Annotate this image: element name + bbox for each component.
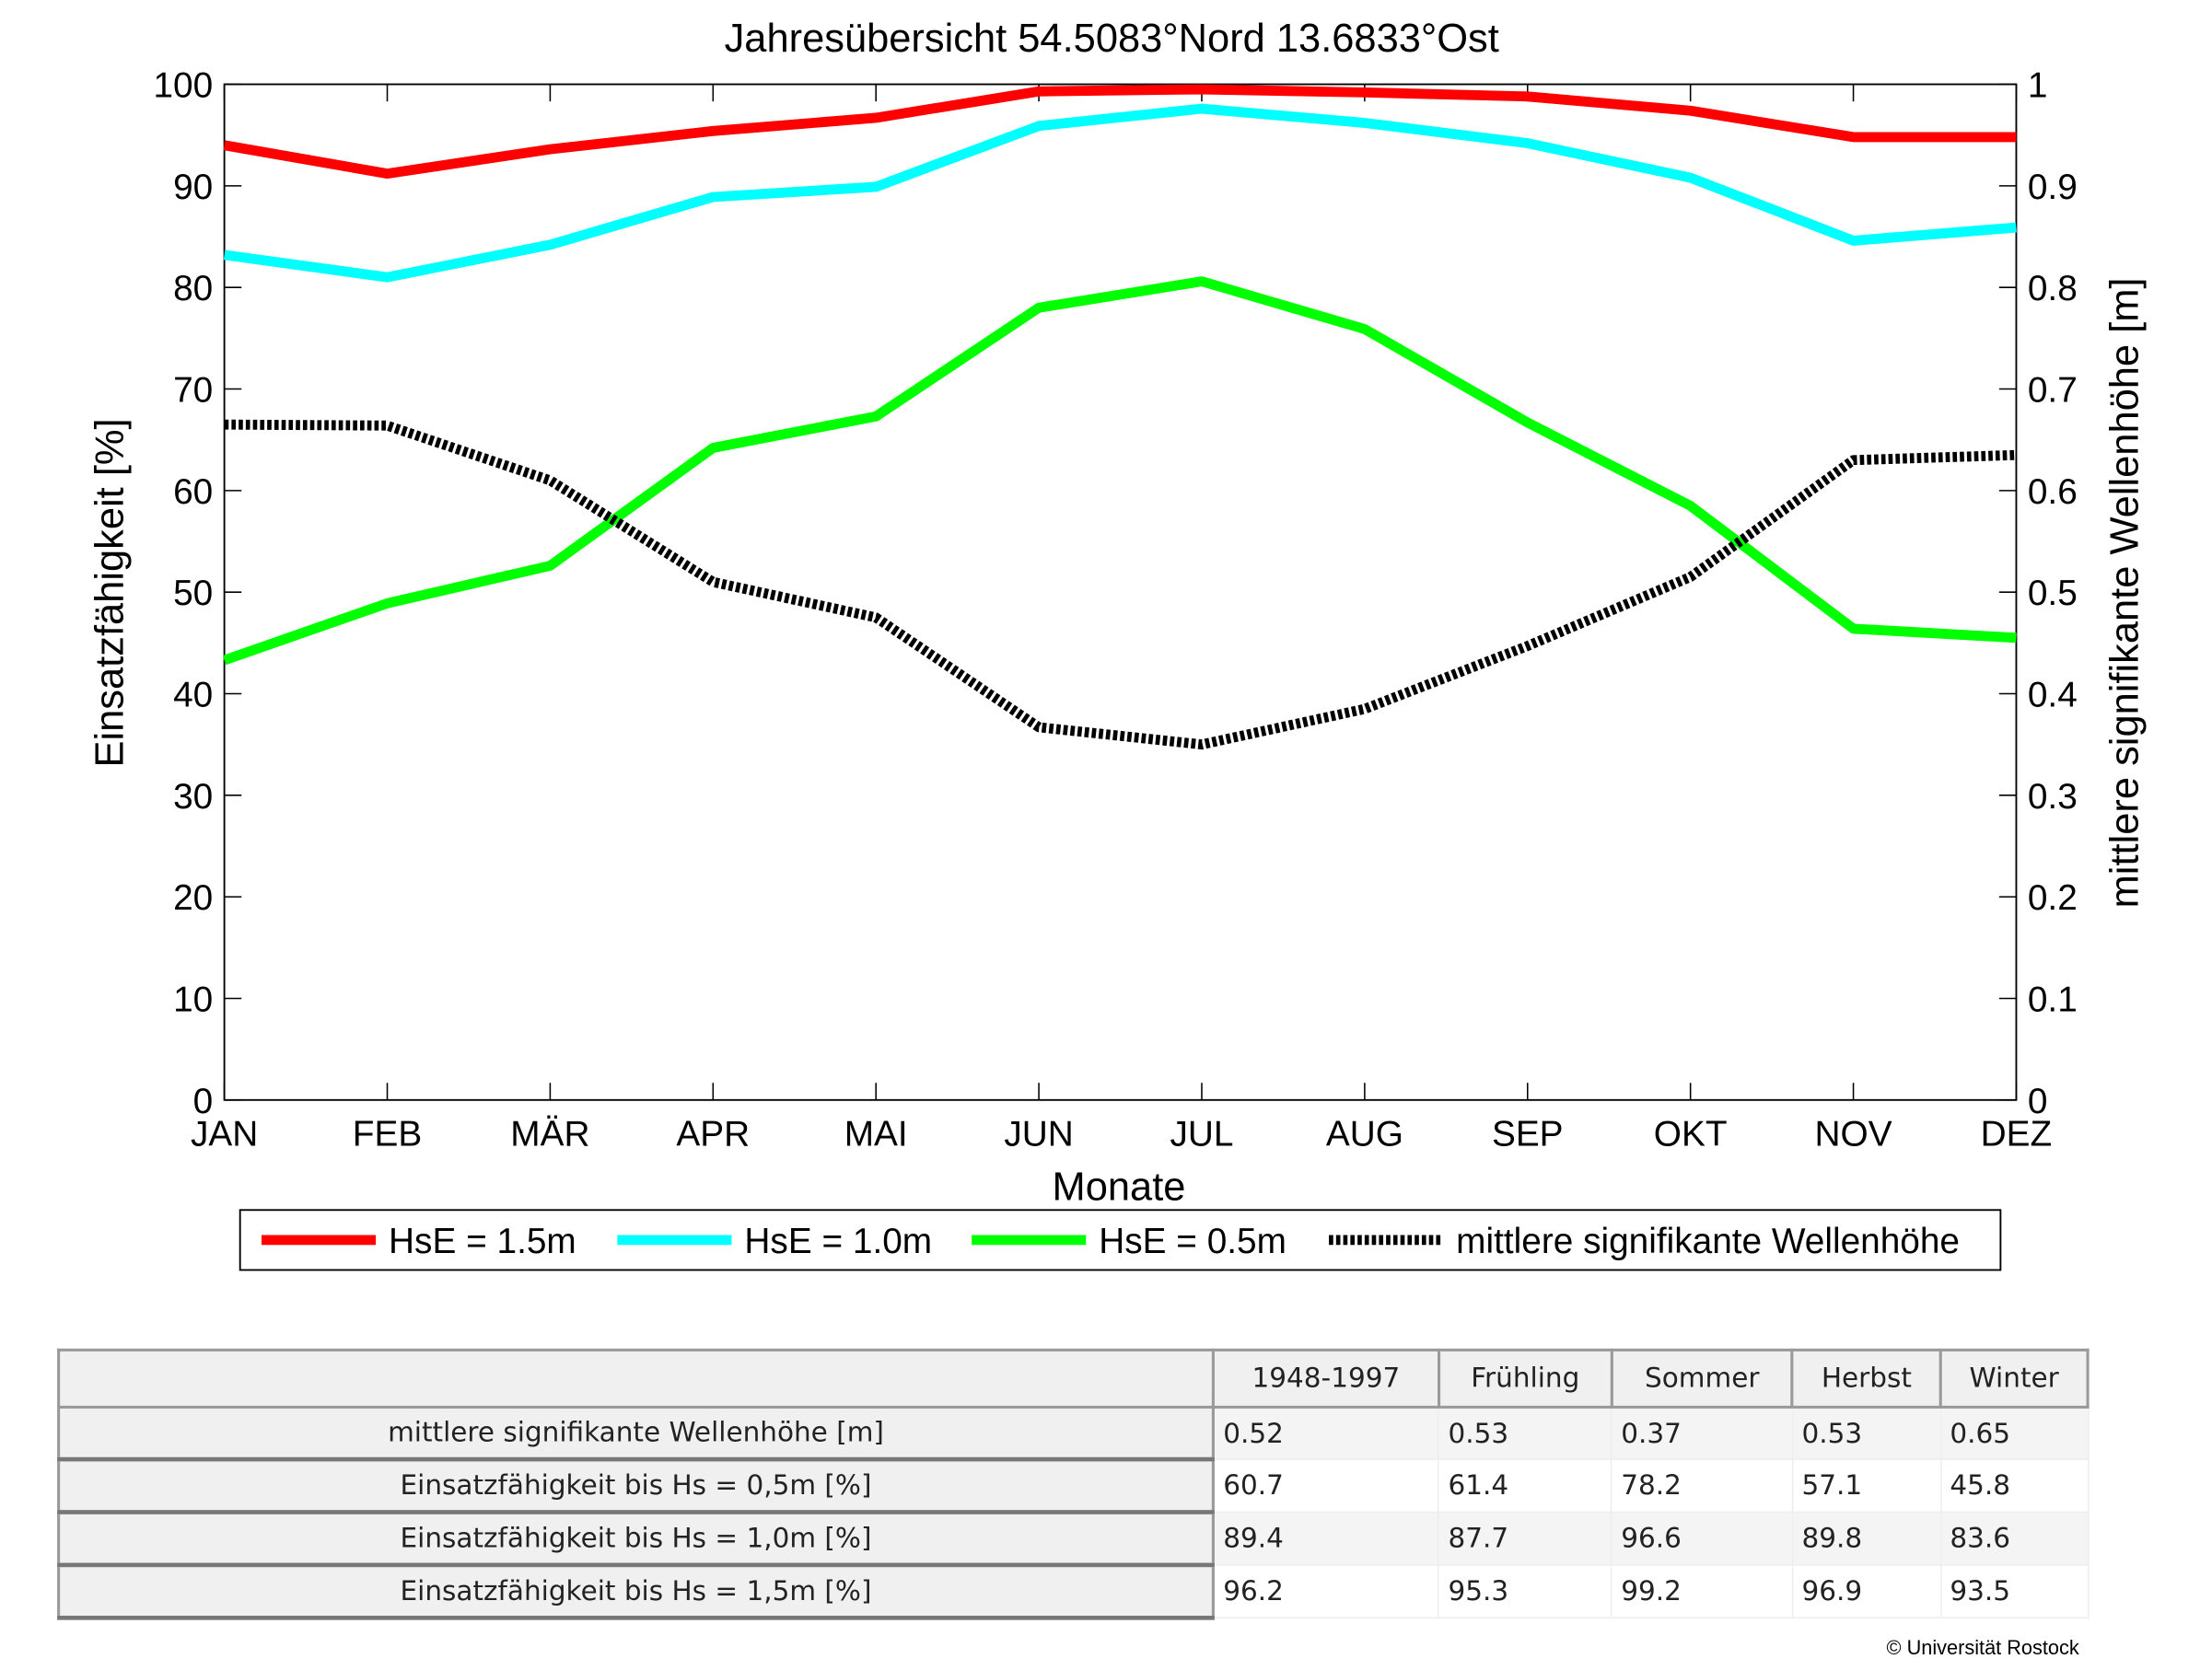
- y-tick-label: 50: [173, 574, 213, 613]
- x-axis-label: Monate: [1053, 1165, 1186, 1209]
- legend-label: HsE = 0.5m: [1099, 1222, 1286, 1261]
- table-cell: 89.8: [1792, 1512, 1940, 1564]
- line-chart: Jahresübersicht 54.5083°Nord 13.6833°Ost…: [0, 0, 2212, 1286]
- y-tick-label: 80: [173, 269, 213, 308]
- row-label: Einsatzfähigkeit bis Hs = 1,0m [%]: [59, 1512, 1214, 1564]
- y2-tick-label: 0.5: [2028, 574, 2078, 613]
- y2-tick-label: 0.3: [2028, 777, 2078, 817]
- y-tick-label: 10: [173, 980, 213, 1019]
- legend-label: HsE = 1.0m: [744, 1222, 932, 1261]
- y2-tick-label: 0.4: [2028, 675, 2078, 714]
- legend-label: mittlere signifikante Wellenhöhe: [1456, 1222, 1960, 1261]
- column-header: [59, 1350, 1214, 1407]
- table-cell: 0.53: [1438, 1407, 1612, 1459]
- row-label: mittlere signifikante Wellenhöhe [m]: [59, 1407, 1214, 1459]
- x-tick-label: NOV: [1815, 1114, 1892, 1154]
- table-cell: 93.5: [1940, 1565, 2088, 1618]
- table-cell: 0.53: [1792, 1407, 1940, 1459]
- table-cell: 96.6: [1612, 1512, 1792, 1564]
- table-cell: 61.4: [1438, 1459, 1612, 1512]
- column-header: Herbst: [1792, 1350, 1940, 1407]
- row-label: Einsatzfähigkeit bis Hs = 1,5m [%]: [59, 1565, 1214, 1618]
- y-tick-label: 60: [173, 472, 213, 512]
- x-tick-label: DEZ: [1981, 1114, 2053, 1154]
- table-cell: 0.52: [1213, 1407, 1438, 1459]
- table-cell: 96.2: [1213, 1565, 1438, 1618]
- table-cell: 57.1: [1792, 1459, 1940, 1512]
- y2-tick-label: 0.1: [2028, 980, 2078, 1019]
- x-tick-label: JUL: [1170, 1114, 1233, 1154]
- y2-tick-label: 1: [2028, 66, 2048, 106]
- y2-tick-label: 0.2: [2028, 878, 2078, 918]
- y-tick-label: 100: [153, 66, 213, 106]
- column-header: Sommer: [1612, 1350, 1792, 1407]
- table-cell: 95.3: [1438, 1565, 1612, 1618]
- x-tick-label: APR: [676, 1114, 750, 1154]
- plot-area: [225, 85, 2017, 1100]
- table-cell: 0.65: [1940, 1407, 2088, 1459]
- y2-axis-label: mittlere signifikante Wellenhöhe [m]: [2102, 278, 2147, 909]
- table-cell: 60.7: [1213, 1459, 1438, 1512]
- y2-tick-label: 0.6: [2028, 472, 2078, 512]
- y-tick-label: 90: [173, 168, 213, 207]
- table-cell: 45.8: [1940, 1459, 2088, 1512]
- table-row: mittlere signifikante Wellenhöhe [m]0.52…: [59, 1407, 2088, 1459]
- table-cell: 96.9: [1792, 1565, 1940, 1618]
- x-tick-label: MAI: [844, 1114, 908, 1154]
- y-tick-label: 20: [173, 878, 213, 918]
- legend: HsE = 1.5m HsE = 1.0m HsE = 0.5m mittlere s…: [240, 1210, 2001, 1270]
- y-tick-label: 70: [173, 370, 213, 410]
- y2-tick-label: 0.9: [2028, 168, 2078, 207]
- table-cell: 99.2: [1612, 1565, 1792, 1618]
- x-tick-label: FEB: [353, 1114, 422, 1154]
- column-header: Frühling: [1438, 1350, 1612, 1407]
- x-tick-label: OKT: [1654, 1114, 1728, 1154]
- table-cell: 87.7: [1438, 1512, 1612, 1564]
- y2-tick-label: 0.8: [2028, 269, 2078, 308]
- y-tick-label: 40: [173, 675, 213, 714]
- copyright: © Universität Rostock: [1887, 1636, 2079, 1659]
- table-cell: 89.4: [1213, 1512, 1438, 1564]
- x-tick-label: AUG: [1326, 1114, 1403, 1154]
- column-header: 1948-1997: [1213, 1350, 1438, 1407]
- table-cell: 83.6: [1940, 1512, 2088, 1564]
- x-tick-label: JUN: [1004, 1114, 1073, 1154]
- y-axis-label: Einsatzfähigkeit [%]: [87, 418, 132, 767]
- chart-title: Jahresübersicht 54.5083°Nord 13.6833°Ost: [725, 17, 1499, 61]
- table-cell: 0.37: [1612, 1407, 1792, 1459]
- row-label: Einsatzfähigkeit bis Hs = 0,5m [%]: [59, 1459, 1214, 1512]
- x-tick-label: SEP: [1492, 1114, 1564, 1154]
- x-tick-label: MÄR: [510, 1114, 589, 1154]
- x-tick-label: JAN: [191, 1114, 258, 1154]
- table-cell: 78.2: [1612, 1459, 1792, 1512]
- legend-label: HsE = 1.5m: [389, 1222, 576, 1261]
- y-tick-label: 30: [173, 777, 213, 817]
- column-header: Winter: [1940, 1350, 2088, 1407]
- y2-tick-label: 0.7: [2028, 370, 2078, 410]
